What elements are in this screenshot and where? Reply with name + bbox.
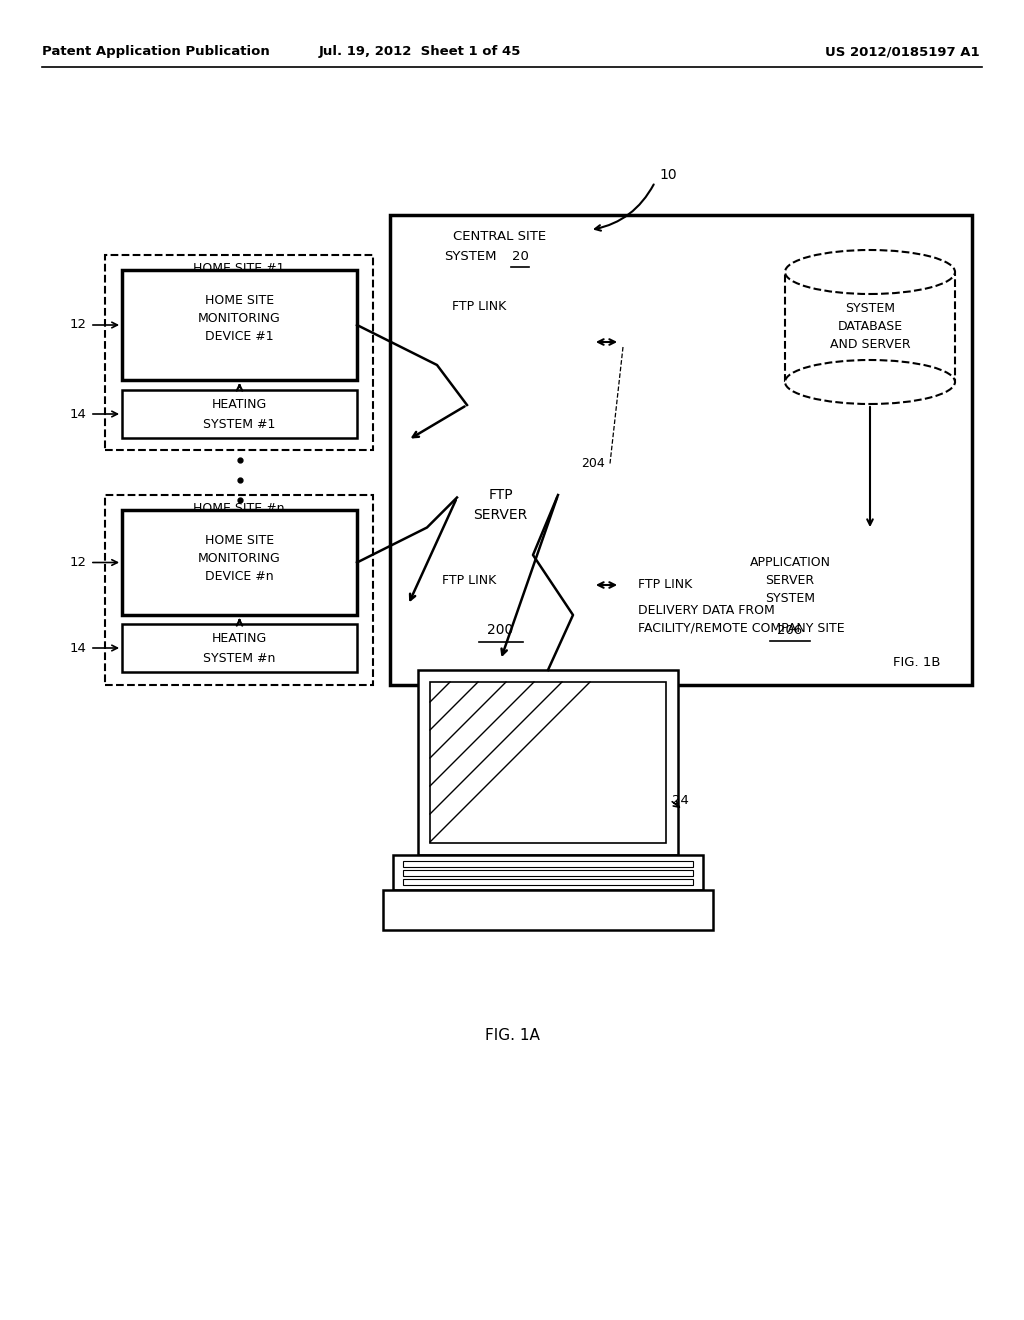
Text: DELIVERY DATA FROM: DELIVERY DATA FROM xyxy=(638,603,775,616)
Text: SYSTEM #n: SYSTEM #n xyxy=(204,652,275,664)
Bar xyxy=(393,855,703,890)
Bar xyxy=(418,671,678,855)
Bar xyxy=(122,389,357,438)
Text: 206: 206 xyxy=(777,623,803,636)
Bar xyxy=(403,879,693,884)
Text: Jul. 19, 2012  Sheet 1 of 45: Jul. 19, 2012 Sheet 1 of 45 xyxy=(318,45,521,58)
Text: FIG. 1B: FIG. 1B xyxy=(893,656,941,669)
Text: DEVICE #n: DEVICE #n xyxy=(205,570,273,583)
Text: CENTRAL SITE: CENTRAL SITE xyxy=(454,231,547,243)
Text: DATABASE: DATABASE xyxy=(838,321,902,334)
Bar xyxy=(403,861,693,867)
Bar xyxy=(430,682,666,843)
Text: APPLICATION: APPLICATION xyxy=(750,556,830,569)
Text: Patent Application Publication: Patent Application Publication xyxy=(42,45,269,58)
Text: HOME SITE #n: HOME SITE #n xyxy=(194,503,285,516)
Bar xyxy=(122,510,357,615)
Text: SYSTEM #1: SYSTEM #1 xyxy=(204,417,275,430)
Text: HOME SITE: HOME SITE xyxy=(205,294,274,308)
Text: FACILITY/REMOTE COMPANY SITE: FACILITY/REMOTE COMPANY SITE xyxy=(638,622,845,635)
Text: 14: 14 xyxy=(70,408,86,421)
Bar xyxy=(383,890,713,931)
Text: AND SERVER: AND SERVER xyxy=(829,338,910,351)
Text: FTP: FTP xyxy=(488,488,513,502)
Bar xyxy=(122,271,357,380)
Text: HEATING: HEATING xyxy=(212,631,267,644)
Bar xyxy=(408,380,593,660)
Ellipse shape xyxy=(785,360,955,404)
Text: FTP LINK: FTP LINK xyxy=(442,574,497,587)
Text: 200: 200 xyxy=(487,623,514,638)
Bar xyxy=(620,531,961,649)
Text: MONITORING: MONITORING xyxy=(198,552,281,565)
Text: FIG. 1A: FIG. 1A xyxy=(484,1027,540,1043)
Text: 12: 12 xyxy=(70,318,86,331)
Text: 10: 10 xyxy=(659,168,677,182)
Text: FTP LINK: FTP LINK xyxy=(638,578,692,591)
Text: 24: 24 xyxy=(672,793,688,807)
Text: SERVER: SERVER xyxy=(765,573,814,586)
Text: HOME SITE: HOME SITE xyxy=(205,535,274,546)
Bar xyxy=(105,255,373,450)
Text: 14: 14 xyxy=(70,642,86,655)
Bar xyxy=(122,624,357,672)
Text: SYSTEM: SYSTEM xyxy=(443,251,497,264)
Bar xyxy=(105,495,373,685)
Text: DEVICE #1: DEVICE #1 xyxy=(205,330,273,343)
Bar xyxy=(403,870,693,876)
Text: 204: 204 xyxy=(582,457,605,470)
Text: SYSTEM: SYSTEM xyxy=(845,302,895,315)
Bar xyxy=(390,215,972,685)
Text: HOME SITE #1: HOME SITE #1 xyxy=(194,263,285,276)
Text: SERVER: SERVER xyxy=(473,508,527,521)
Ellipse shape xyxy=(785,249,955,294)
Text: FTP LINK: FTP LINK xyxy=(452,301,506,314)
Text: SYSTEM: SYSTEM xyxy=(765,591,815,605)
Text: MONITORING: MONITORING xyxy=(198,313,281,326)
Bar xyxy=(785,272,955,381)
Text: 12: 12 xyxy=(70,556,86,569)
Text: US 2012/0185197 A1: US 2012/0185197 A1 xyxy=(825,45,980,58)
Text: HEATING: HEATING xyxy=(212,397,267,411)
Text: 20: 20 xyxy=(512,251,528,264)
